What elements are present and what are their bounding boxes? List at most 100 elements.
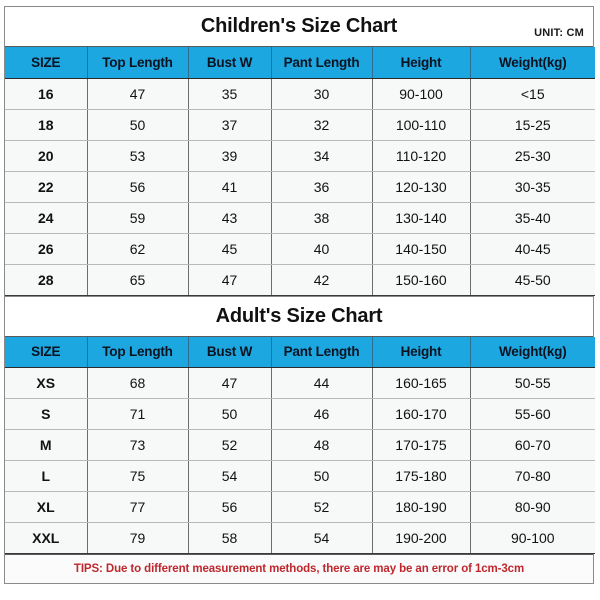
cell-height: 90-100	[372, 78, 471, 110]
cell-height: 150-160	[372, 264, 471, 296]
cell-pant-length: 48	[271, 429, 373, 461]
column-header-height: Height	[372, 47, 471, 79]
cell-size: XL	[5, 491, 88, 523]
cell-pant-length: 52	[271, 491, 373, 523]
cell-bust-w: 39	[188, 140, 272, 172]
cell-height: 170-175	[372, 429, 471, 461]
cell-top-length: 62	[87, 233, 189, 265]
cell-bust-w: 37	[188, 109, 272, 141]
column-header-weight: Weight(kg)	[470, 47, 595, 79]
cell-size: L	[5, 460, 88, 492]
cell-weight: 50-55	[470, 367, 595, 399]
adult-title-row: Adult's Size Chart	[5, 296, 593, 337]
cell-bust-w: 35	[188, 78, 272, 110]
column-header-top-length: Top Length	[87, 47, 189, 79]
column-header-top-length: Top Length	[87, 336, 189, 368]
cell-bust-w: 41	[188, 171, 272, 203]
cell-weight: <15	[470, 78, 595, 110]
cell-pant-length: 54	[271, 522, 373, 554]
cell-weight: 35-40	[470, 202, 595, 234]
cell-pant-length: 38	[271, 202, 373, 234]
table-row: 24 59 43 38 130-140 35-40	[5, 202, 595, 234]
cell-height: 140-150	[372, 233, 471, 265]
unit-label: UNIT: CM	[534, 27, 584, 39]
children-title-row: Children's Size Chart UNIT: CM	[5, 7, 593, 47]
cell-weight: 30-35	[470, 171, 595, 203]
table-row: 22 56 41 36 120-130 30-35	[5, 171, 595, 203]
table-row: S 71 50 46 160-170 55-60	[5, 398, 595, 430]
cell-height: 100-110	[372, 109, 471, 141]
cell-bust-w: 47	[188, 367, 272, 399]
cell-weight: 15-25	[470, 109, 595, 141]
cell-top-length: 68	[87, 367, 189, 399]
cell-height: 130-140	[372, 202, 471, 234]
cell-size: 22	[5, 171, 88, 203]
cell-bust-w: 45	[188, 233, 272, 265]
cell-pant-length: 32	[271, 109, 373, 141]
cell-weight: 90-100	[470, 522, 595, 554]
cell-top-length: 50	[87, 109, 189, 141]
cell-size: XS	[5, 367, 88, 399]
cell-bust-w: 47	[188, 264, 272, 296]
table-row: 26 62 45 40 140-150 40-45	[5, 233, 595, 265]
cell-height: 175-180	[372, 460, 471, 492]
adult-size-chart: Adult's Size Chart SIZE Top Length Bust …	[4, 295, 595, 584]
cell-height: 160-170	[372, 398, 471, 430]
cell-size: 28	[5, 264, 88, 296]
cell-height: 120-130	[372, 171, 471, 203]
cell-top-length: 53	[87, 140, 189, 172]
cell-weight: 55-60	[470, 398, 595, 430]
adult-header-row: SIZE Top Length Bust W Pant Length Heigh…	[5, 336, 595, 368]
cell-top-length: 73	[87, 429, 189, 461]
table-row: XS 68 47 44 160-165 50-55	[5, 367, 595, 399]
tips-row: TIPS: Due to different measurement metho…	[5, 554, 593, 583]
cell-size: 26	[5, 233, 88, 265]
cell-size: S	[5, 398, 88, 430]
column-header-pant-length: Pant Length	[271, 336, 373, 368]
cell-bust-w: 56	[188, 491, 272, 523]
cell-top-length: 47	[87, 78, 189, 110]
cell-weight: 70-80	[470, 460, 595, 492]
cell-pant-length: 30	[271, 78, 373, 110]
column-header-height: Height	[372, 336, 471, 368]
cell-size: 16	[5, 78, 88, 110]
cell-size: M	[5, 429, 88, 461]
cell-weight: 45-50	[470, 264, 595, 296]
cell-height: 110-120	[372, 140, 471, 172]
cell-size: XXL	[5, 522, 88, 554]
cell-top-length: 77	[87, 491, 189, 523]
column-header-weight: Weight(kg)	[470, 336, 595, 368]
cell-pant-length: 44	[271, 367, 373, 399]
cell-size: 20	[5, 140, 88, 172]
cell-top-length: 65	[87, 264, 189, 296]
table-row: 20 53 39 34 110-120 25-30	[5, 140, 595, 172]
cell-size: 24	[5, 202, 88, 234]
table-row: M 73 52 48 170-175 60-70	[5, 429, 595, 461]
cell-weight: 60-70	[470, 429, 595, 461]
table-row: 16 47 35 30 90-100 <15	[5, 78, 595, 110]
column-header-size: SIZE	[5, 336, 88, 368]
table-row: XXL 79 58 54 190-200 90-100	[5, 522, 595, 554]
column-header-pant-length: Pant Length	[271, 47, 373, 79]
cell-weight: 40-45	[470, 233, 595, 265]
column-header-size: SIZE	[5, 47, 88, 79]
cell-height: 190-200	[372, 522, 471, 554]
cell-top-length: 79	[87, 522, 189, 554]
cell-size: 18	[5, 109, 88, 141]
children-header-row: SIZE Top Length Bust W Pant Length Heigh…	[5, 47, 595, 79]
cell-top-length: 75	[87, 460, 189, 492]
cell-bust-w: 43	[188, 202, 272, 234]
column-header-bust-w: Bust W	[188, 47, 272, 79]
children-chart-title: Children's Size Chart	[200, 15, 398, 37]
adult-size-table: SIZE Top Length Bust W Pant Length Heigh…	[5, 336, 595, 554]
cell-height: 160-165	[372, 367, 471, 399]
cell-pant-length: 46	[271, 398, 373, 430]
children-size-chart: Children's Size Chart UNIT: CM SIZE Top …	[4, 6, 595, 296]
cell-bust-w: 50	[188, 398, 272, 430]
tips-text: TIPS: Due to different measurement metho…	[73, 563, 525, 575]
cell-pant-length: 50	[271, 460, 373, 492]
cell-bust-w: 52	[188, 429, 272, 461]
cell-weight: 80-90	[470, 491, 595, 523]
cell-bust-w: 58	[188, 522, 272, 554]
